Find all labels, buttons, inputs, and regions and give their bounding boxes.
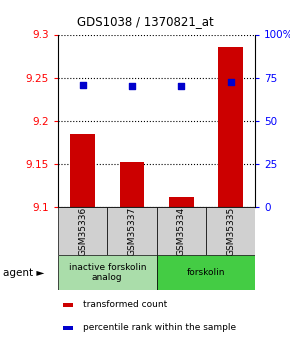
Text: percentile rank within the sample: percentile rank within the sample — [83, 323, 236, 333]
Text: GSM35336: GSM35336 — [78, 207, 87, 256]
Bar — [63, 326, 73, 330]
Text: inactive forskolin
analog: inactive forskolin analog — [68, 263, 146, 282]
Bar — [70, 134, 95, 207]
FancyBboxPatch shape — [58, 255, 157, 290]
Point — [228, 79, 233, 85]
FancyBboxPatch shape — [58, 207, 107, 255]
FancyBboxPatch shape — [157, 255, 255, 290]
FancyBboxPatch shape — [157, 207, 206, 255]
Text: forskolin: forskolin — [187, 268, 225, 277]
Bar — [218, 48, 243, 207]
Point — [130, 83, 134, 89]
Text: GSM35335: GSM35335 — [226, 207, 235, 256]
FancyBboxPatch shape — [107, 207, 157, 255]
Text: GDS1038 / 1370821_at: GDS1038 / 1370821_at — [77, 14, 213, 28]
Bar — [169, 197, 193, 207]
Point — [179, 83, 184, 89]
Bar — [119, 162, 144, 207]
Text: transformed count: transformed count — [83, 300, 167, 309]
Bar — [63, 303, 73, 307]
Text: GSM35337: GSM35337 — [127, 207, 137, 256]
Point — [80, 82, 85, 88]
Text: GSM35334: GSM35334 — [177, 207, 186, 256]
Text: agent ►: agent ► — [3, 268, 44, 277]
FancyBboxPatch shape — [206, 207, 255, 255]
